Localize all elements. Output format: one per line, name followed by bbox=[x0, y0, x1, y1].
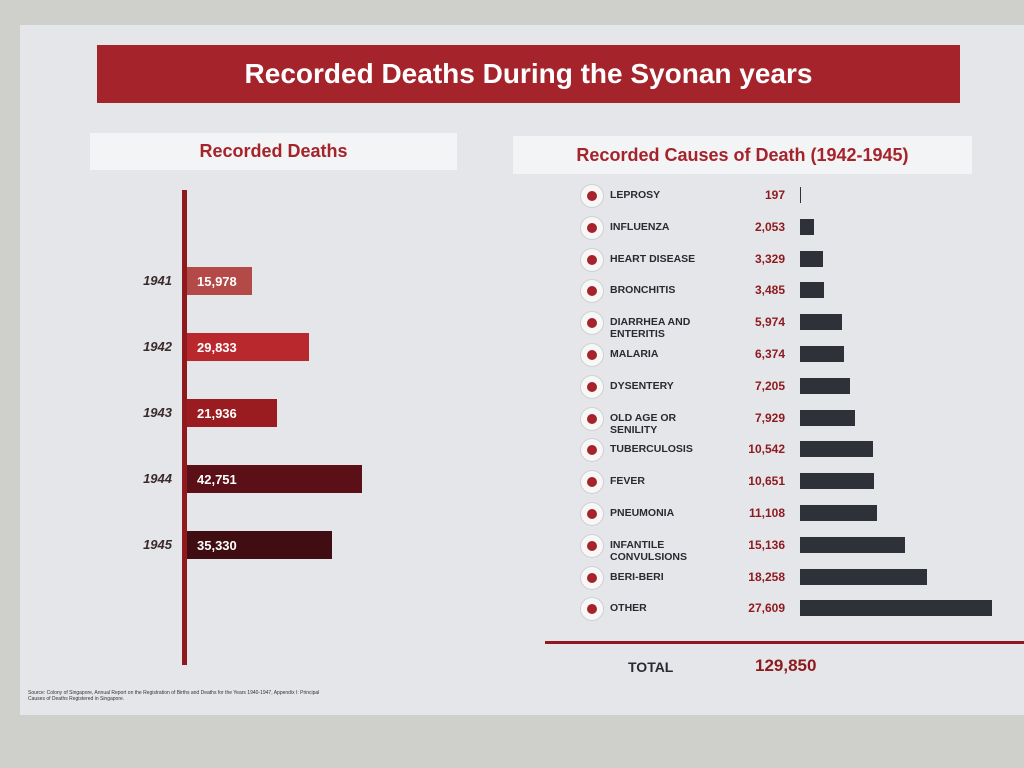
icon bbox=[580, 406, 604, 431]
category-label: 1943 bbox=[143, 405, 172, 420]
bar bbox=[187, 531, 332, 559]
source-note: Source: Colony of Singapore, Annual Repo… bbox=[28, 690, 320, 702]
bar bbox=[800, 505, 878, 521]
value-label: 7,929 bbox=[754, 410, 785, 425]
category-label: 1942 bbox=[143, 339, 172, 354]
bar bbox=[187, 465, 362, 493]
bar bbox=[800, 377, 851, 394]
category-label: FEVER bbox=[610, 475, 646, 488]
bar bbox=[800, 473, 875, 490]
category-label: BERI-BERI bbox=[610, 570, 664, 583]
icon bbox=[580, 438, 604, 463]
icon bbox=[580, 343, 604, 367]
category-label: MALARIA bbox=[610, 348, 659, 360]
category-label: 1945 bbox=[143, 537, 172, 552]
value-label: 27,609 bbox=[748, 601, 785, 616]
category-label: INFANTILE CONVULSIONS bbox=[610, 538, 688, 563]
axis-line bbox=[182, 190, 187, 665]
bar bbox=[187, 399, 277, 427]
bar bbox=[800, 218, 815, 235]
bar bbox=[800, 409, 856, 426]
total-label: TOTAL bbox=[628, 659, 674, 675]
category-label: INFLUENZA bbox=[610, 220, 670, 233]
icon bbox=[580, 374, 604, 399]
value-label: 2,053 bbox=[754, 219, 785, 234]
icon bbox=[580, 470, 604, 495]
value-label: 15,978 bbox=[197, 273, 237, 289]
icon bbox=[580, 565, 604, 590]
bar bbox=[800, 568, 927, 585]
bar bbox=[187, 267, 253, 295]
value-label: 15,136 bbox=[748, 537, 785, 552]
chart-title: Recorded Deaths bbox=[90, 133, 457, 170]
category-label: DYSENTERY bbox=[610, 379, 674, 392]
page-title: Recorded Deaths During the Syonan years bbox=[97, 45, 960, 103]
category-label: TUBERCULOSIS bbox=[610, 443, 693, 456]
category-label: OTHER bbox=[610, 602, 647, 615]
icon bbox=[580, 597, 604, 622]
bar bbox=[800, 282, 825, 299]
value-label: 3,485 bbox=[754, 283, 785, 298]
icon bbox=[580, 247, 604, 272]
total-value: 129,850 bbox=[755, 656, 817, 675]
bar bbox=[800, 187, 802, 203]
bar bbox=[800, 600, 992, 617]
value-label: 5,974 bbox=[754, 315, 785, 330]
icon bbox=[580, 215, 604, 240]
bar bbox=[800, 536, 906, 553]
bar bbox=[800, 346, 845, 362]
bar bbox=[800, 314, 842, 331]
icon bbox=[580, 502, 604, 526]
category-label: PNEUMONIA bbox=[610, 507, 675, 519]
category-label: LEPROSY bbox=[610, 189, 661, 201]
value-label: 10,651 bbox=[748, 474, 785, 489]
bar bbox=[800, 250, 824, 267]
category-label: DIARRHEA AND ENTERITIS bbox=[610, 316, 691, 341]
value-label: 21,936 bbox=[197, 405, 237, 421]
value-label: 10,542 bbox=[748, 442, 785, 457]
value-label: 42,751 bbox=[197, 471, 237, 487]
divider bbox=[545, 641, 1024, 644]
chart-title: Recorded Causes of Death (1942-1945) bbox=[513, 136, 972, 174]
value-label: 29,833 bbox=[197, 339, 237, 355]
value-label: 197 bbox=[764, 188, 785, 202]
icon bbox=[580, 279, 604, 304]
category-label: OLD AGE OR SENILITY bbox=[610, 411, 677, 436]
bar bbox=[187, 333, 310, 361]
icon bbox=[580, 533, 604, 558]
value-label: 7,205 bbox=[754, 378, 785, 393]
value-label: 3,329 bbox=[754, 251, 785, 266]
category-label: BRONCHITIS bbox=[610, 284, 676, 297]
category-label: 1941 bbox=[143, 273, 172, 288]
icon bbox=[580, 184, 604, 208]
category-label: HEART DISEASE bbox=[610, 252, 696, 265]
value-label: 35,330 bbox=[197, 537, 237, 553]
value-label: 18,258 bbox=[748, 569, 785, 584]
value-label: 11,108 bbox=[748, 506, 785, 520]
category-label: 1944 bbox=[143, 471, 172, 486]
bar bbox=[800, 441, 874, 458]
icon bbox=[580, 311, 604, 336]
value-label: 6,374 bbox=[754, 347, 785, 361]
